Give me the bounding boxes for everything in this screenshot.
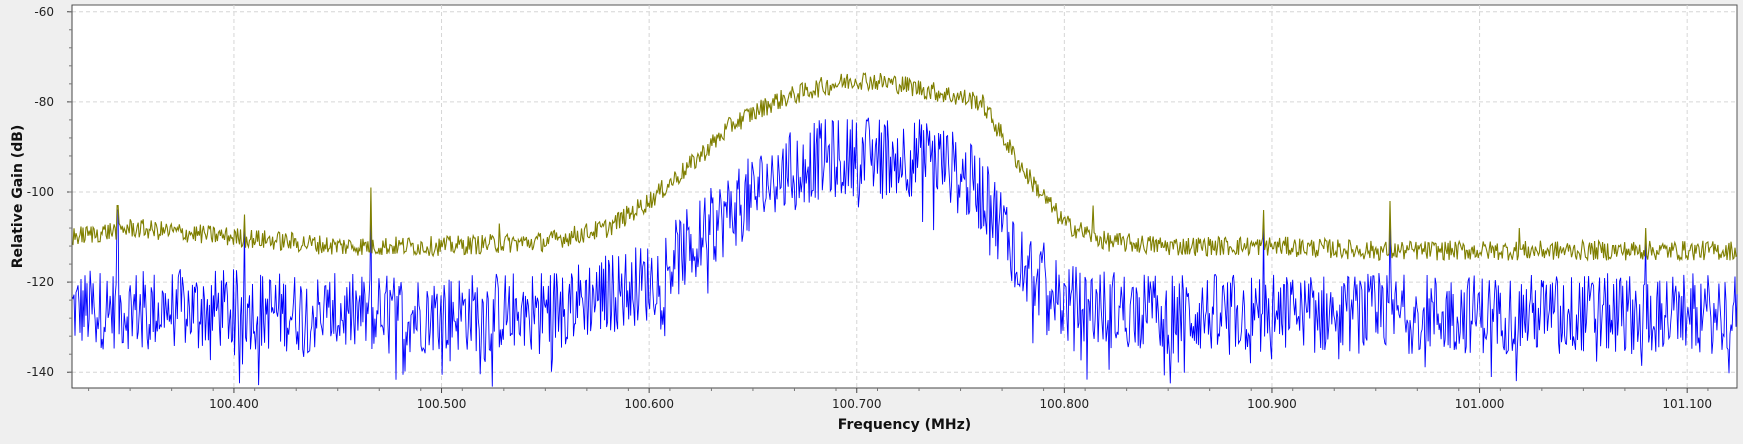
y-tick-label: -140 xyxy=(27,365,54,379)
x-tick-label: 100.500 xyxy=(417,397,467,411)
x-tick-label: 101.000 xyxy=(1455,397,1505,411)
x-tick-label: 100.600 xyxy=(624,397,674,411)
x-tick-label: 100.400 xyxy=(209,397,259,411)
x-tick-label: 100.800 xyxy=(1040,397,1090,411)
y-tick-label: -80 xyxy=(34,95,54,109)
y-tick-label: -60 xyxy=(34,5,54,19)
y-axis: -60 -80 -100 -120 -140 xyxy=(27,5,73,388)
y-tick-label: -100 xyxy=(27,185,54,199)
series-line-blue xyxy=(71,117,1738,387)
y-axis-title: Relative Gain (dB) xyxy=(10,125,26,269)
x-tick-label: 100.700 xyxy=(832,397,882,411)
y-tick-label: -120 xyxy=(27,275,54,289)
x-tick-label: 100.900 xyxy=(1247,397,1297,411)
series-layer xyxy=(71,72,1738,387)
grid xyxy=(72,5,1737,388)
plot-area xyxy=(71,4,1738,389)
x-axis: 100.400 100.500 100.600 100.700 100.800 100.9… xyxy=(72,387,1737,411)
x-tick-label: 101.100 xyxy=(1662,397,1712,411)
series-line-olive xyxy=(71,72,1738,262)
x-axis-title: Frequency (MHz) xyxy=(838,417,971,433)
